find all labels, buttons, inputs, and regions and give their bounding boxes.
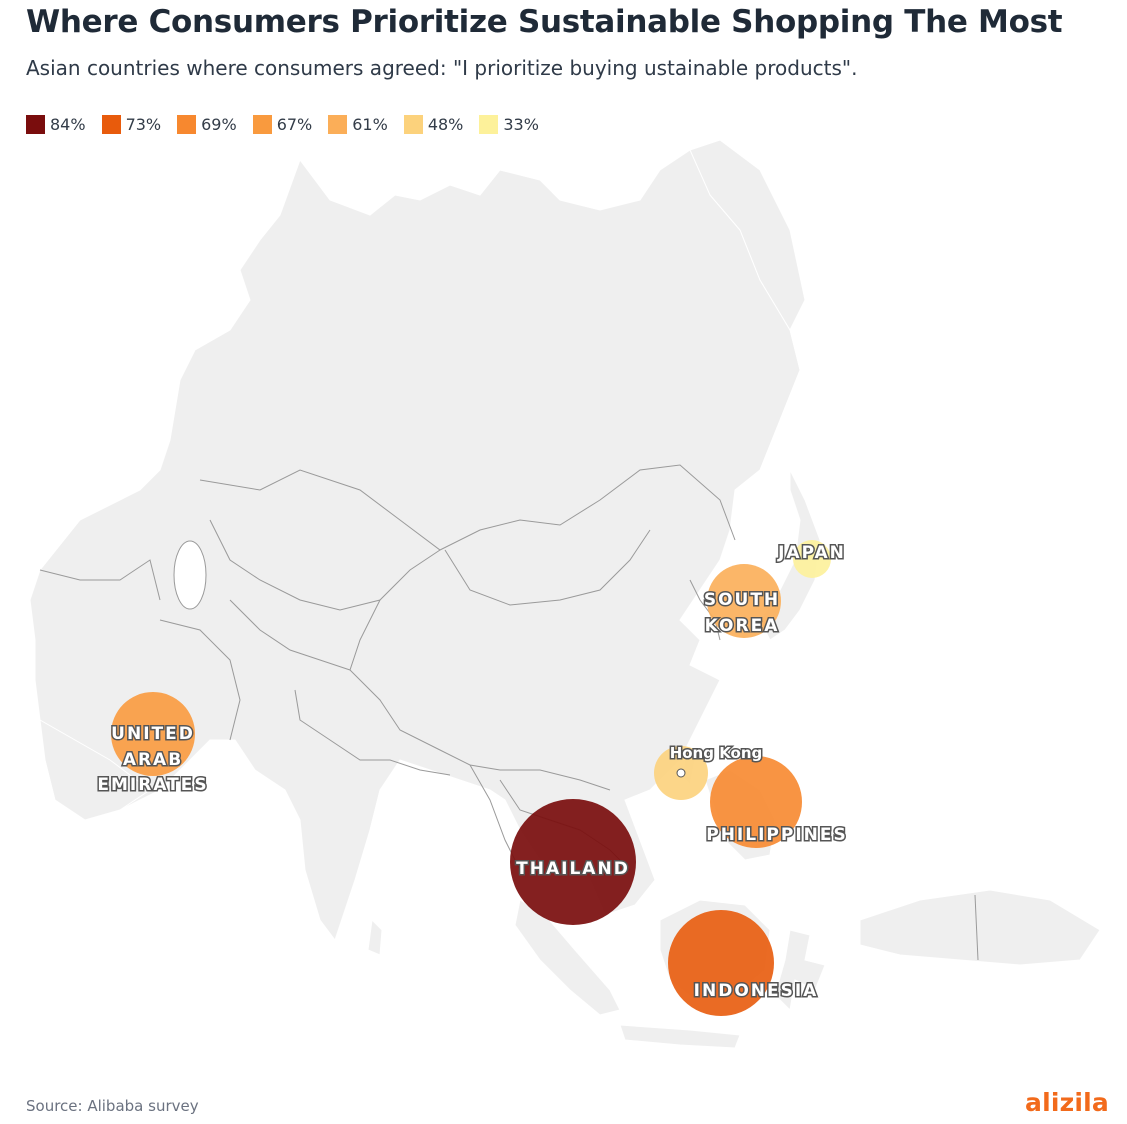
marker-indonesia[interactable] [668, 910, 774, 1016]
border-india [294, 689, 451, 776]
sulawesi-land [774, 929, 826, 1012]
label-thailand: THAILAND [516, 859, 630, 879]
source-note: Source: Alibaba survey [26, 1097, 199, 1115]
chart-title: Where Consumers Prioritize Sustainable S… [26, 4, 1063, 40]
legend-label: 33% [503, 115, 539, 134]
marker-hong-kong-dot [676, 768, 686, 778]
kamchatka [689, 140, 806, 332]
legend-item-69: 69% [177, 115, 237, 134]
legend: 84% 73% 69% 67% 61% 48% 33% [26, 115, 555, 134]
java-land [619, 1024, 741, 1049]
legend-swatch [328, 115, 348, 134]
legend-label: 61% [352, 115, 388, 134]
legend-swatch [252, 115, 272, 134]
marker-thailand[interactable] [510, 799, 636, 925]
label-uae-line-3: EMIRATES [97, 775, 208, 795]
legend-label: 84% [50, 115, 86, 134]
marker-uae[interactable] [111, 692, 195, 776]
arabia-land [39, 719, 151, 821]
legend-label: 48% [427, 115, 464, 134]
label-south-korea-line-2: KOREA [705, 616, 780, 636]
legend-swatch [177, 115, 197, 134]
border-korea [689, 579, 721, 641]
marker-south-korea[interactable] [707, 564, 781, 638]
label-philippines: PHILIPPINES [706, 825, 848, 845]
label-japan: JAPAN [777, 543, 846, 563]
legend-item-73: 73% [101, 115, 162, 134]
border-central-asia [229, 599, 351, 671]
chart-subtitle: Asian countries where consumers agreed: … [26, 56, 858, 80]
border-kazakhstan [209, 519, 441, 611]
legend-swatch [479, 115, 499, 134]
legend-item-84: 84% [26, 115, 86, 134]
marker-philippines[interactable] [710, 756, 802, 848]
label-south-korea-line-1: SOUTH [704, 590, 780, 610]
marker-labels: THAILAND INDONESIA PHILIPPINES UNITED AR… [96, 542, 848, 1003]
label-uae-line-1: UNITED [111, 724, 195, 744]
legend-item-33: 33% [479, 115, 539, 134]
border-new-guinea [974, 894, 979, 961]
new-guinea-land [859, 889, 1101, 966]
markers [111, 540, 831, 1016]
border-mongolia [444, 529, 651, 606]
sumatra-land [514, 899, 621, 1016]
marker-japan[interactable] [793, 540, 831, 578]
country-borders [39, 464, 979, 961]
label-hong-kong: Hong Kong [670, 744, 763, 762]
legend-swatch [403, 115, 423, 134]
legend-label: 69% [201, 115, 237, 134]
border-iran [159, 619, 241, 741]
caspian-sea [173, 540, 207, 610]
label-indonesia: INDONESIA [694, 981, 819, 1001]
legend-label: 67% [276, 115, 313, 134]
asia-mainland [29, 149, 801, 942]
legend-label: 73% [125, 115, 162, 134]
sri-lanka-land [367, 918, 383, 956]
brand-logo[interactable]: alizila [1025, 1088, 1109, 1117]
label-uae-line-2: ARAB [123, 750, 183, 770]
legend-item-61: 61% [328, 115, 388, 134]
legend-swatch [101, 115, 121, 134]
legend-swatch [26, 115, 45, 134]
legend-item-48: 48% [403, 115, 464, 134]
legend-item-67: 67% [252, 115, 313, 134]
asia-map: THAILAND INDONESIA PHILIPPINES UNITED AR… [29, 140, 1101, 1049]
border-russia-south [199, 464, 736, 551]
border-china-west [349, 599, 611, 791]
border-turkey [39, 559, 161, 601]
